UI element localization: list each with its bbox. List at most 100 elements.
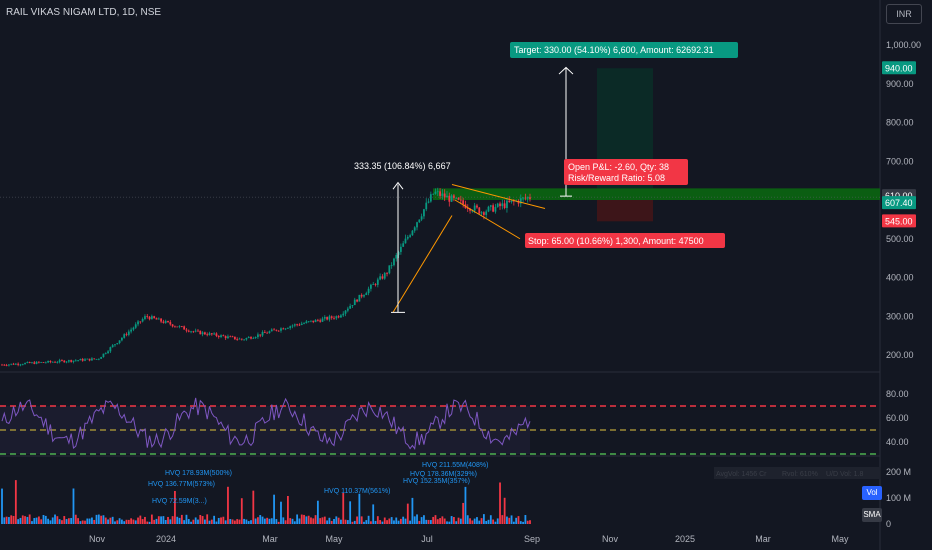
candle-body: [206, 334, 209, 336]
currency-button[interactable]: INR: [886, 4, 922, 24]
target-arrow-head: [558, 66, 574, 75]
volume-bar: [351, 521, 354, 524]
candle-body: [485, 211, 488, 215]
candle-body: [56, 362, 59, 363]
vol-toggle-button[interactable]: Vol: [862, 486, 882, 500]
candle-body: [190, 331, 192, 333]
volume-bar: [130, 518, 133, 524]
candle-body: [104, 353, 107, 354]
volume-bar: [203, 519, 206, 524]
volume-bar: [127, 519, 130, 524]
candle-body: [51, 361, 54, 363]
volume-bar: [340, 519, 342, 524]
candle-body: [480, 212, 483, 214]
rsi-tick-label: 80.00: [886, 389, 909, 399]
volume-bar: [233, 520, 236, 524]
candle-body: [441, 193, 444, 196]
volume-bar: [402, 516, 405, 524]
volume-bar: [28, 514, 31, 524]
volume-bar: [217, 517, 220, 524]
candle-body: [86, 358, 89, 360]
volume-bar: [104, 517, 107, 524]
candle-body: [245, 338, 248, 340]
time-axis-label: May: [831, 534, 849, 544]
volume-bar: [321, 517, 324, 524]
candle-body: [289, 326, 292, 328]
candle-body: [174, 326, 176, 328]
candle-body: [236, 339, 239, 340]
candle-body: [462, 200, 465, 205]
candle-body: [153, 316, 156, 319]
candle-body: [266, 332, 269, 334]
volume-bar: [517, 516, 520, 524]
candle-body: [529, 197, 531, 199]
candle-body: [489, 205, 492, 207]
volume-bar: [406, 503, 409, 524]
candle-body: [436, 191, 439, 193]
volume-bar: [14, 480, 17, 524]
candle-body: [148, 316, 151, 320]
candle-body: [388, 265, 391, 274]
price-tick-label: 1,000.00: [886, 40, 921, 50]
candle-body: [503, 203, 506, 208]
candle-body: [353, 299, 356, 306]
volume-bar: [471, 520, 474, 524]
vol-stat-box: [714, 467, 784, 479]
price-tag-label: 610.00: [885, 191, 913, 201]
candle-body: [282, 328, 285, 330]
volume-bar: [319, 518, 322, 524]
volume-tick-label: 0: [886, 519, 891, 529]
volume-bar: [26, 516, 29, 524]
volume-bar: [8, 517, 10, 524]
volume-bar: [199, 514, 202, 524]
candle-body: [63, 360, 66, 363]
volume-bar: [190, 521, 192, 524]
candle-body: [144, 316, 146, 320]
volume-bar: [515, 517, 518, 524]
price-tick-label: 300.00: [886, 311, 914, 321]
volume-bar: [49, 520, 52, 524]
volume-bar: [395, 517, 398, 524]
volume-bar: [229, 519, 232, 524]
wedge-upper-line: [451, 184, 546, 210]
rsi-line: [1, 397, 531, 451]
candle-body: [233, 336, 236, 340]
volume-bar: [178, 517, 181, 524]
candle-body: [65, 361, 68, 363]
volume-bar: [213, 515, 216, 524]
candle-body: [160, 318, 162, 322]
time-axis-label: Nov: [89, 534, 106, 544]
volume-bar: [47, 518, 50, 524]
candle-body: [155, 318, 158, 320]
candle-body: [213, 333, 216, 335]
volume-bar: [499, 482, 501, 524]
candle-body: [70, 360, 73, 362]
volume-bar: [116, 520, 119, 524]
candle-body: [432, 193, 435, 195]
candle-body: [420, 216, 423, 220]
volume-bar: [434, 515, 437, 524]
sma-toggle-button[interactable]: SMA: [862, 508, 882, 522]
target-label-box: [510, 42, 738, 58]
candle-body: [109, 347, 112, 352]
volume-bar: [439, 518, 441, 524]
candle-body: [416, 222, 418, 228]
candle-body: [393, 258, 395, 266]
volume-bar: [289, 518, 292, 524]
time-axis-label: May: [325, 534, 343, 544]
candle-body: [439, 191, 441, 196]
candle-body: [40, 362, 43, 363]
volume-bar: [67, 518, 70, 524]
volume-bar: [420, 517, 423, 524]
candle-body: [425, 202, 428, 210]
candle-body: [3, 364, 6, 366]
candle-body: [524, 197, 527, 199]
volume-bar: [187, 519, 190, 524]
volume-bar: [485, 520, 488, 524]
candle-body: [328, 316, 331, 320]
candle-body: [252, 337, 255, 339]
candle-body: [397, 251, 400, 255]
volume-bar: [206, 514, 209, 524]
volume-bar: [111, 516, 114, 524]
